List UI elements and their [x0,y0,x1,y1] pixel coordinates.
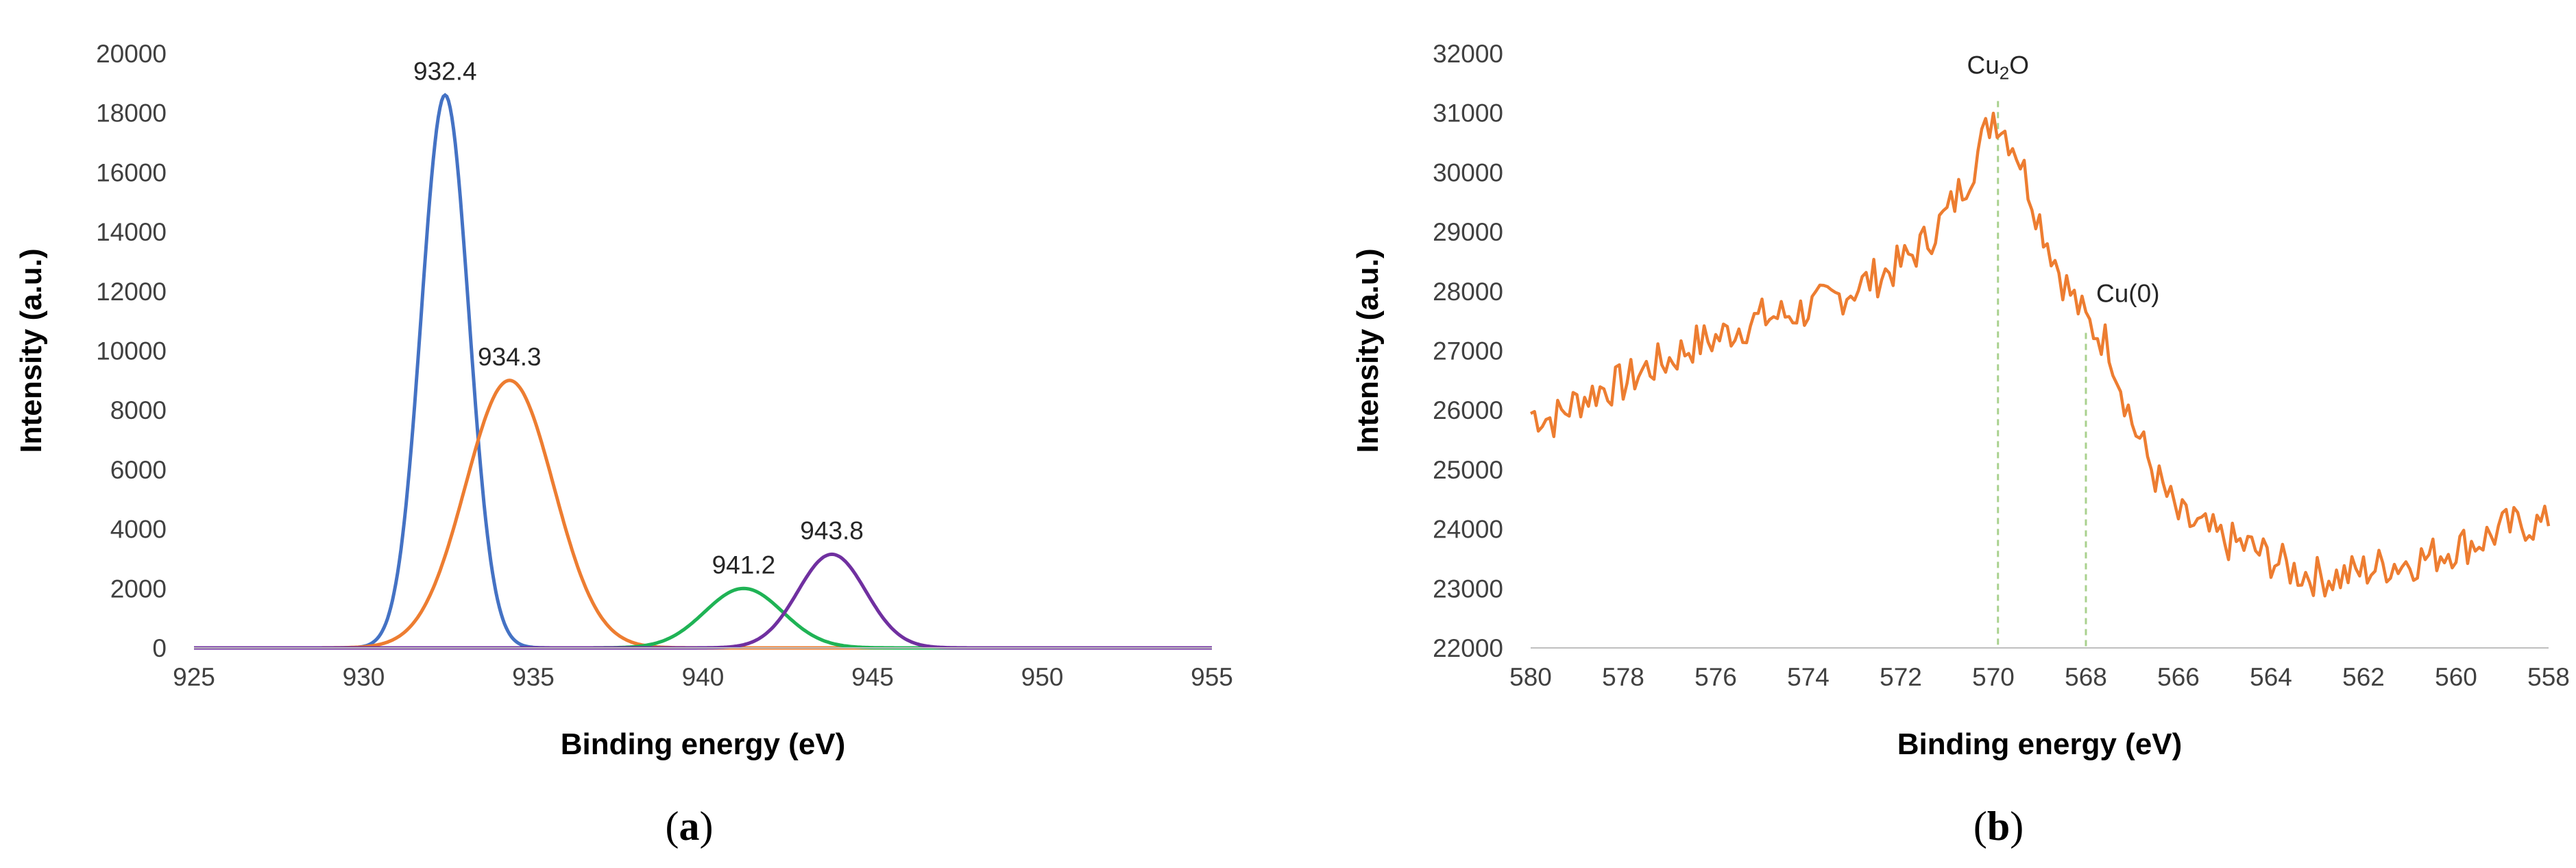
y-tick-label: 30000 [1433,158,1503,186]
peak-annotations-a: 932.4 934.3 941.2 943.8 [413,58,864,579]
x-tick-label: 574 [1787,663,1830,691]
y-tick-label: 26000 [1433,396,1503,424]
panel-paren-close: ) [2010,804,2024,849]
chart-panel-b: 22000 23000 24000 25000 26000 27000 28000 29000… [1351,40,2570,849]
series-line [194,378,1212,650]
peak-label: 932.4 [413,58,477,86]
x-tick-label: 935 [512,663,555,691]
peak-label-tail: O [2009,51,2029,79]
x-tick-label: 572 [1880,663,1922,691]
x-tick-label: 950 [1021,663,1064,691]
y-tick-label: 2000 [110,575,167,603]
x-tick-label: 955 [1191,663,1233,691]
x-tick-label: 568 [2065,663,2107,691]
y-tick-label: 0 [152,634,167,662]
y-tick-label: 16000 [96,158,167,186]
reference-lines-b [1997,101,2087,648]
x-tick-labels-b: 580 578 576 574 572 570 568 566 564 562 560 558 [1509,663,2570,691]
peak-annotations-b: Cu2O Cu(0) [1967,51,2159,307]
x-tick-label: 576 [1694,663,1737,691]
x-tick-label: 578 [1602,663,1644,691]
x-axis-title-a: Binding energy (eV) [561,727,846,761]
x-tick-labels-a: 925 930 935 940 945 950 955 [173,663,1233,691]
y-tick-label: 24000 [1433,516,1503,544]
series-lines-b [1529,111,2551,598]
panel-paren-open: ( [1973,804,1987,849]
x-tick-label: 558 [2527,663,2570,691]
panel-label-a: (a) [666,804,714,849]
panel-letter: b [1987,804,2010,849]
y-tick-labels-b: 22000 23000 24000 25000 26000 27000 28000 29000… [1433,40,1503,662]
y-tick-label: 14000 [96,218,167,246]
peak-label: Cu2O [1967,51,2029,83]
y-tick-label: 10000 [96,337,167,365]
y-tick-label: 28000 [1433,278,1503,306]
y-axis-title-b: Intensity (a.u.) [1351,248,1385,453]
peak-label: 934.3 [478,343,542,371]
peak-label: 941.2 [712,551,776,579]
y-tick-label: 29000 [1433,218,1503,246]
y-tick-label: 27000 [1433,337,1503,365]
panel-paren-close: ) [700,804,714,849]
series-line [194,586,1212,650]
series-line [194,93,1212,650]
series-line [1529,111,2551,598]
y-tick-label: 12000 [96,278,167,306]
x-axis-title-b: Binding energy (eV) [1897,727,2183,761]
x-tick-label: 945 [851,663,894,691]
panel-paren-open: ( [666,804,679,849]
panel-letter: a [679,804,700,849]
y-tick-label: 6000 [110,456,167,484]
chart-panel-a: 0 2000 4000 6000 8000 10000 12000 14000 16000 180… [14,40,1233,849]
x-tick-label: 564 [2250,663,2292,691]
y-tick-label: 18000 [96,99,167,128]
y-axis-title-a: Intensity (a.u.) [14,248,48,453]
peak-label: Cu(0) [2096,279,2160,307]
peak-label: 943.8 [800,516,864,544]
y-tick-label: 32000 [1433,40,1503,68]
x-tick-label: 566 [2157,663,2200,691]
x-tick-label: 925 [173,663,215,691]
panel-label-b: (b) [1973,804,2024,849]
y-tick-label: 4000 [110,516,167,544]
peak-label-subscript: 2 [2000,62,2009,83]
y-tick-label: 22000 [1433,634,1503,662]
y-tick-label: 31000 [1433,99,1503,128]
series-lines-a [194,93,1212,650]
y-tick-label: 25000 [1433,456,1503,484]
series-line [194,552,1212,650]
y-tick-label: 20000 [96,40,167,68]
x-tick-label: 940 [682,663,725,691]
x-tick-label: 560 [2435,663,2477,691]
x-tick-label: 580 [1509,663,1552,691]
x-tick-label: 930 [343,663,385,691]
x-tick-label: 562 [2342,663,2385,691]
peak-label-main: Cu [1967,51,1999,79]
x-tick-label: 570 [1972,663,2015,691]
y-tick-labels-a: 0 2000 4000 6000 8000 10000 12000 14000 16000 180… [96,40,167,662]
y-tick-label: 8000 [110,396,167,424]
y-tick-label: 23000 [1433,575,1503,603]
